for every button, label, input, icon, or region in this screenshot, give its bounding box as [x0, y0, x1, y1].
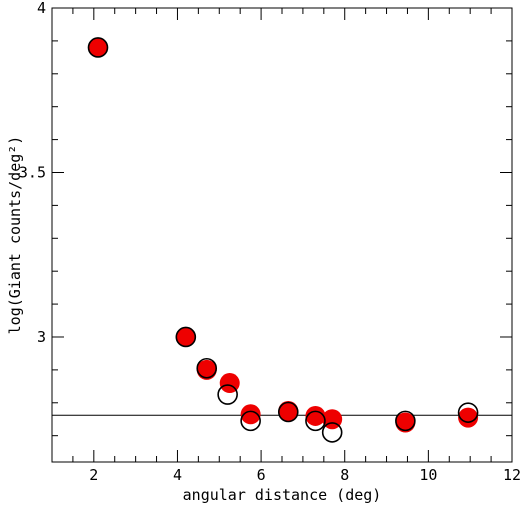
- filled-data-point: [458, 407, 479, 428]
- open-data-point: [87, 37, 109, 58]
- plot-frame: [51, 7, 513, 463]
- x-tick-label: 10: [419, 466, 437, 484]
- filled-data-point: [278, 401, 299, 422]
- filled-data-point: [175, 326, 196, 347]
- open-data-point: [175, 326, 197, 348]
- x-axis-title: angular distance (deg): [183, 486, 382, 504]
- filled-data-point: [88, 37, 108, 58]
- filled-data-point: [395, 412, 416, 433]
- x-tick-label: 4: [173, 466, 182, 484]
- open-data-point: [321, 422, 343, 443]
- x-tick-label: 2: [89, 466, 98, 484]
- open-data-point: [277, 401, 299, 423]
- open-data-point: [217, 384, 238, 405]
- y-tick-label: 3: [37, 328, 46, 346]
- open-data-point: [457, 402, 479, 423]
- axis-ticks: 2 4 6 8 10 12 3 3.5 4: [19, 0, 520, 484]
- open-data-point: [196, 357, 218, 379]
- y-tick-label: 4: [37, 0, 46, 17]
- filled-data-point: [305, 405, 326, 426]
- y-tick-label: 3.5: [19, 163, 46, 181]
- open-data-point: [240, 410, 261, 432]
- filled-data-point: [196, 359, 217, 380]
- filled-data-point: [240, 404, 261, 425]
- data-points: [87, 37, 479, 443]
- open-data-point: [305, 410, 326, 432]
- open-data-point: [395, 410, 416, 432]
- x-tick-label: 6: [257, 466, 266, 484]
- y-axis-title: log(Giant counts/deg²): [6, 136, 24, 335]
- x-tick-label: 12: [503, 466, 520, 484]
- x-tick-label: 8: [340, 466, 349, 484]
